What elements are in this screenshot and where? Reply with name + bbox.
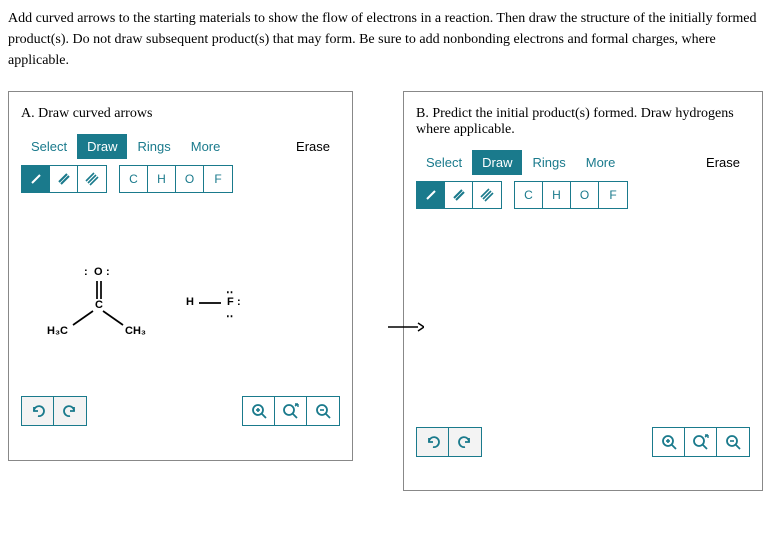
atom-f-b[interactable]: F	[599, 182, 627, 208]
panel-b-footer	[416, 427, 750, 457]
atom-f-a[interactable]: F	[204, 166, 232, 192]
erase-a[interactable]: Erase	[286, 134, 340, 159]
tab-rings-b[interactable]: Rings	[522, 150, 575, 175]
double-bond-a[interactable]	[50, 166, 78, 192]
panel-a-title: A. Draw curved arrows	[21, 106, 340, 122]
tab-draw-a[interactable]: Draw	[77, 134, 127, 159]
undo-redo-group-a	[21, 396, 87, 426]
double-bond-co	[93, 281, 105, 299]
undo-icon-a[interactable]	[22, 397, 54, 425]
f-lonepair-right: :	[237, 296, 241, 308]
single-bond-b[interactable]	[417, 182, 445, 208]
undo-icon-b[interactable]	[417, 428, 449, 456]
zoom-fit-icon-a[interactable]	[275, 397, 307, 425]
f-lonepair-bottom: ‥	[226, 307, 231, 320]
canvas-b[interactable]	[416, 217, 750, 427]
right-single-bond	[101, 309, 125, 327]
zoom-fit-icon-b[interactable]	[685, 428, 717, 456]
atom-group-b: C H O F	[514, 181, 628, 209]
h-atom-hf: H	[186, 296, 194, 308]
ch3-left: H₃C	[47, 325, 68, 337]
panel-b-bondrow: C H O F	[416, 181, 750, 209]
triple-bond-a[interactable]	[78, 166, 106, 192]
panel-a-bondrow: C H O F	[21, 165, 340, 193]
atom-c-b[interactable]: C	[515, 182, 543, 208]
instructions-text: Add curved arrows to the starting materi…	[8, 8, 776, 71]
o-atom: O	[94, 266, 103, 278]
atom-c-a[interactable]: C	[120, 166, 148, 192]
atom-h-b[interactable]: H	[543, 182, 571, 208]
ch3-right: CH₃	[125, 325, 146, 337]
atom-group-a: C H O F	[119, 165, 233, 193]
tab-rings-a[interactable]: Rings	[127, 134, 180, 159]
panel-a-footer	[21, 396, 340, 426]
o-lonepair-right: :	[106, 266, 110, 278]
tab-select-b[interactable]: Select	[416, 150, 472, 175]
atom-o-a[interactable]: O	[176, 166, 204, 192]
tab-draw-b[interactable]: Draw	[472, 150, 522, 175]
canvas-a[interactable]: : O : C H₃C CH₃ H F ‥ ‥ :	[21, 201, 340, 396]
single-bond-a[interactable]	[22, 166, 50, 192]
atom-o-b[interactable]: O	[571, 182, 599, 208]
tab-more-a[interactable]: More	[181, 134, 231, 159]
triple-bond-b[interactable]	[473, 182, 501, 208]
zoom-group-a	[242, 396, 340, 426]
zoom-in-icon-b[interactable]	[653, 428, 685, 456]
panel-b-title: B. Predict the initial product(s) formed…	[416, 106, 750, 138]
f-lonepair-top: ‥	[226, 283, 231, 296]
bond-group-a	[21, 165, 107, 193]
left-single-bond	[71, 309, 95, 327]
bond-group-b	[416, 181, 502, 209]
panel-b-toolbar: Select Draw Rings More Erase	[416, 150, 750, 175]
tab-select-a[interactable]: Select	[21, 134, 77, 159]
erase-b[interactable]: Erase	[696, 150, 750, 175]
double-bond-b[interactable]	[445, 182, 473, 208]
atom-h-a[interactable]: H	[148, 166, 176, 192]
hf-bond	[199, 301, 221, 305]
o-lonepair-left: :	[84, 266, 88, 278]
reaction-arrow-icon	[388, 320, 424, 334]
panels-container: A. Draw curved arrows Select Draw Rings …	[8, 91, 776, 491]
redo-icon-b[interactable]	[449, 428, 481, 456]
panel-b: B. Predict the initial product(s) formed…	[403, 91, 763, 491]
undo-redo-group-b	[416, 427, 482, 457]
panel-a-toolbar: Select Draw Rings More Erase	[21, 134, 340, 159]
panel-a: A. Draw curved arrows Select Draw Rings …	[8, 91, 353, 461]
zoom-out-icon-b[interactable]	[717, 428, 749, 456]
zoom-out-icon-a[interactable]	[307, 397, 339, 425]
tab-more-b[interactable]: More	[576, 150, 626, 175]
redo-icon-a[interactable]	[54, 397, 86, 425]
zoom-group-b	[652, 427, 750, 457]
zoom-in-icon-a[interactable]	[243, 397, 275, 425]
